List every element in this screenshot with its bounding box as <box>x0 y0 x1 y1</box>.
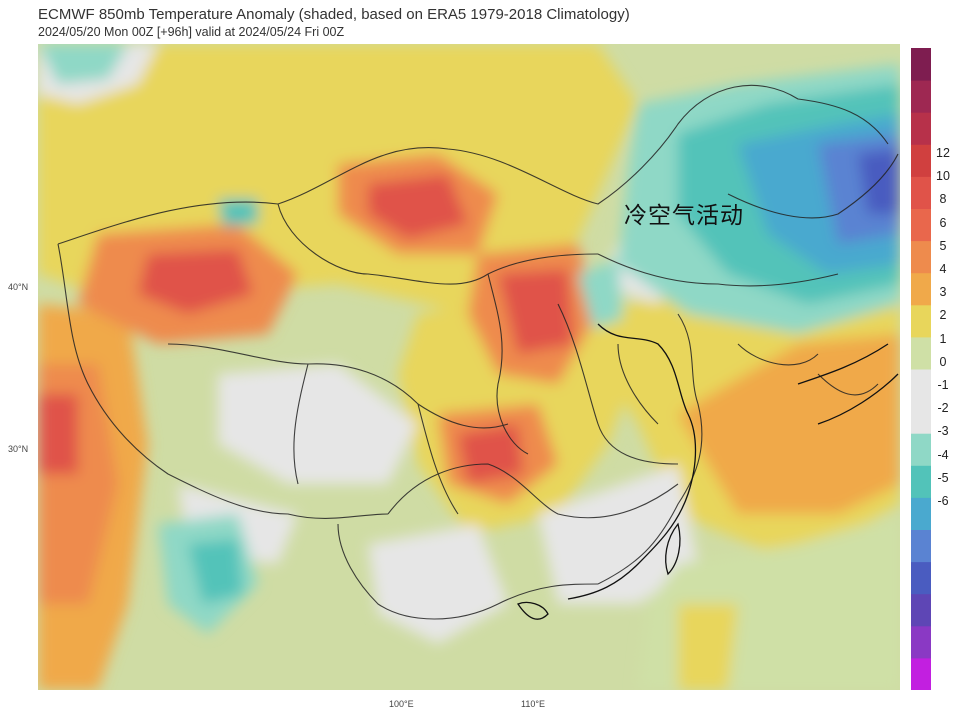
lat-label-30n: 30°N <box>8 444 29 454</box>
colorbar <box>911 48 931 690</box>
colorbar-band <box>911 529 931 563</box>
colorbar-band <box>911 369 931 402</box>
colorbar-band <box>911 561 931 595</box>
colorbar-label: 2 <box>939 308 947 323</box>
province-boundaries <box>57 84 899 620</box>
colorbar-label: 12 <box>936 146 950 160</box>
colorbar-label: 8 <box>939 192 947 207</box>
colorbar-band <box>911 465 931 498</box>
colorbar-label: 3 <box>939 285 947 300</box>
anomaly-shading <box>38 44 900 690</box>
colorbar-label: 1 <box>939 331 947 346</box>
colorbar-label: -5 <box>937 470 949 485</box>
colorbar-label: -6 <box>937 494 949 508</box>
colorbar-band <box>911 497 931 530</box>
colorbar-band <box>911 80 931 113</box>
colorbar-band <box>911 593 931 627</box>
colorbar-label: -3 <box>937 424 949 439</box>
colorbar-band <box>911 112 931 145</box>
lon-label-110e: 110°E <box>521 699 545 709</box>
coastline <box>517 323 899 620</box>
cold-air-annotation: 冷空气活动 <box>624 203 744 229</box>
colorbar-label: -4 <box>937 447 949 462</box>
colorbar-label: 4 <box>939 262 947 276</box>
colorbar-band <box>911 272 931 306</box>
colorbar-label: 5 <box>939 238 947 253</box>
lon-label-100e: 100°E <box>389 699 414 709</box>
colorbar-label: 0 <box>939 354 947 369</box>
colorbar-band <box>911 48 931 81</box>
temperature-anomaly-map <box>38 44 900 690</box>
colorbar-band <box>911 144 931 177</box>
colorbar-band <box>911 625 931 659</box>
colorbar-label: 10 <box>936 169 950 184</box>
colorbar-band <box>911 304 931 338</box>
colorbar-label: -1 <box>937 378 949 392</box>
colorbar-band <box>911 208 931 242</box>
colorbar-label: 6 <box>939 215 947 230</box>
colorbar-band <box>911 336 931 370</box>
colorbar-band <box>911 433 931 466</box>
colorbar-label: -2 <box>937 401 949 416</box>
map-title: ECMWF 850mb Temperature Anomaly (shaded,… <box>38 6 630 23</box>
colorbar-band <box>911 401 931 434</box>
lat-label-40n: 40°N <box>8 282 29 292</box>
colorbar-band <box>911 240 931 274</box>
map-subtitle: 2024/05/20 Mon 00Z [+96h] valid at 2024/… <box>38 25 345 39</box>
colorbar-band <box>911 657 931 690</box>
colorbar-band <box>911 176 931 209</box>
